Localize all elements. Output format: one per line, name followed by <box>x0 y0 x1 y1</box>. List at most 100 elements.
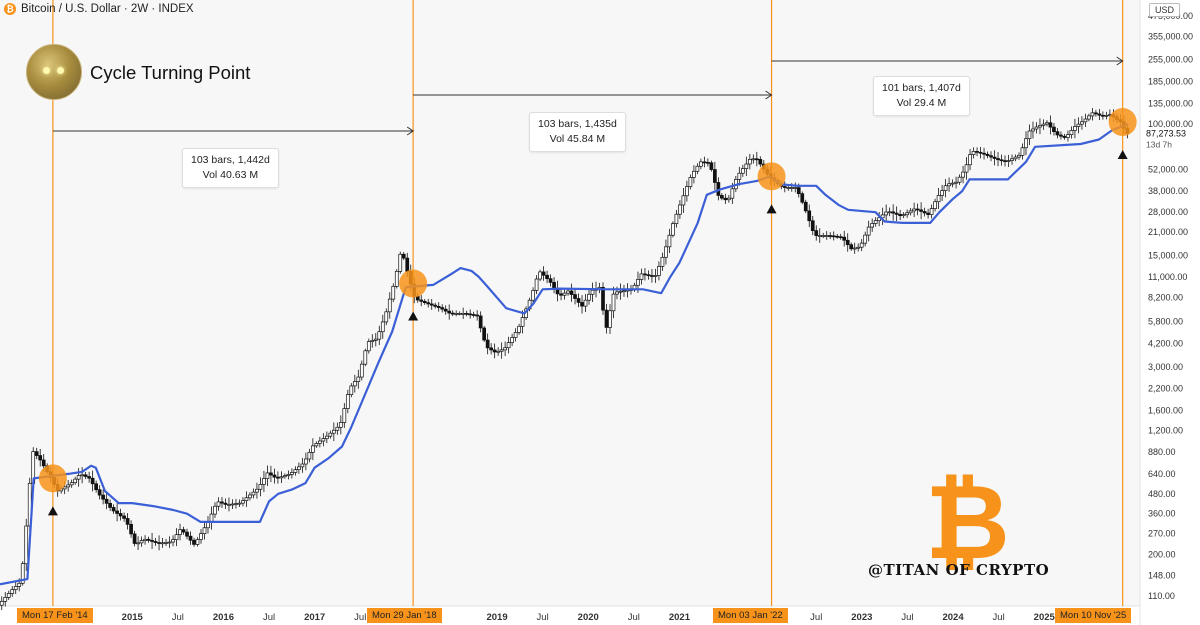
turning-point-circle <box>1108 108 1137 137</box>
candle-body <box>674 213 679 224</box>
candle-body <box>1055 131 1060 136</box>
candle-body <box>671 223 675 236</box>
candle-body <box>188 535 193 541</box>
candle-body <box>503 347 507 351</box>
candle-body <box>290 472 294 475</box>
candle-body <box>20 563 25 584</box>
candle-body <box>94 483 98 491</box>
candle-body <box>859 242 864 248</box>
candle-body <box>933 201 937 209</box>
candle-body <box>1080 121 1084 125</box>
candle-body <box>192 539 196 545</box>
candle-body <box>324 435 329 439</box>
candle-body <box>510 337 514 343</box>
candle-body <box>269 472 273 476</box>
candle-body <box>615 291 619 295</box>
candle-body <box>433 304 438 307</box>
measure-label: 101 bars, 1,407d Vol 29.4 M <box>873 76 970 116</box>
candle-body <box>104 498 109 504</box>
turning-point-circle <box>399 269 428 298</box>
candle-body <box>356 376 361 382</box>
candle-body <box>69 482 74 486</box>
candle-body <box>202 527 207 534</box>
candle-body <box>398 253 403 272</box>
candle-body <box>580 302 584 307</box>
candle-body <box>566 290 570 294</box>
y-tick-label: 100,000.00 <box>1148 119 1193 129</box>
candle-body <box>601 287 605 311</box>
candle-body <box>377 331 382 340</box>
candle-body <box>849 244 854 250</box>
candle-body <box>891 211 895 214</box>
currency-selector[interactable]: USD <box>1148 3 1180 17</box>
candle-body <box>153 541 158 543</box>
candle-body <box>485 339 490 349</box>
x-tick-label: 2023 <box>851 612 872 623</box>
candle-body <box>279 476 284 479</box>
candle-body <box>894 212 899 215</box>
x-tick-label: Jul <box>901 612 913 623</box>
candle-body <box>41 459 46 467</box>
candle-body <box>531 290 535 301</box>
y-tick-label: 5,800.00 <box>1148 316 1183 326</box>
candle-body <box>234 503 238 505</box>
candle-body <box>181 529 186 533</box>
candle-body <box>297 466 301 470</box>
candle-body <box>1101 114 1105 117</box>
candle-body <box>940 190 944 196</box>
candle-body <box>807 210 812 222</box>
candle-body <box>681 195 686 206</box>
candle-body <box>548 278 553 283</box>
y-tick-label: 4,200.00 <box>1148 339 1183 349</box>
candle-body <box>248 494 252 499</box>
candle-body <box>926 212 930 215</box>
candle-body <box>814 230 819 236</box>
candle-body <box>328 432 333 437</box>
y-tick-label: 255,000.00 <box>1148 54 1193 64</box>
candles-layer <box>0 108 1130 611</box>
candle-body <box>1010 158 1014 161</box>
candle-body <box>132 533 137 544</box>
candle-body <box>688 177 693 187</box>
candle-body <box>1066 134 1070 138</box>
x-tick-label: Jul <box>810 612 822 623</box>
candle-body <box>964 164 969 173</box>
candle-body <box>838 236 843 239</box>
candle-body <box>185 531 189 537</box>
candle-body <box>884 211 889 216</box>
candle-body <box>943 185 948 191</box>
candle-body <box>342 408 347 423</box>
measure-arrowhead <box>765 90 773 100</box>
candle-body <box>83 474 88 477</box>
turning-point-triangle <box>766 204 777 214</box>
candle-body <box>835 235 840 238</box>
candle-body <box>887 211 892 214</box>
candle-body <box>618 290 623 293</box>
candle-body <box>936 195 941 203</box>
symbol-header[interactable]: ₿ Bitcoin / U.S. Dollar · 2W · INDEX <box>4 3 194 15</box>
candle-body <box>1073 126 1077 131</box>
measure-line1: 103 bars, 1,435d <box>538 118 617 130</box>
candle-body <box>139 540 144 544</box>
candle-body <box>331 429 336 434</box>
candle-body <box>492 349 497 353</box>
candle-body <box>908 210 913 214</box>
candle-body <box>646 274 651 277</box>
candle-body <box>230 503 235 506</box>
candle-body <box>17 582 22 587</box>
candle-body <box>6 593 11 598</box>
candle-body <box>478 315 483 329</box>
candle-body <box>692 170 696 178</box>
candle-body <box>870 223 875 228</box>
candle-body <box>517 325 521 333</box>
candle-body <box>699 161 703 167</box>
watermark: @TITAN OF CRYPTO <box>868 561 1050 579</box>
measure-line1: 101 bars, 1,407d <box>882 82 961 94</box>
x-tick-label: 2025 <box>1034 612 1056 623</box>
y-tick-label: 8,200.00 <box>1148 292 1183 302</box>
candle-body <box>380 321 385 333</box>
candle-body <box>171 539 175 543</box>
candle-body <box>370 340 375 342</box>
candle-body <box>639 273 644 280</box>
